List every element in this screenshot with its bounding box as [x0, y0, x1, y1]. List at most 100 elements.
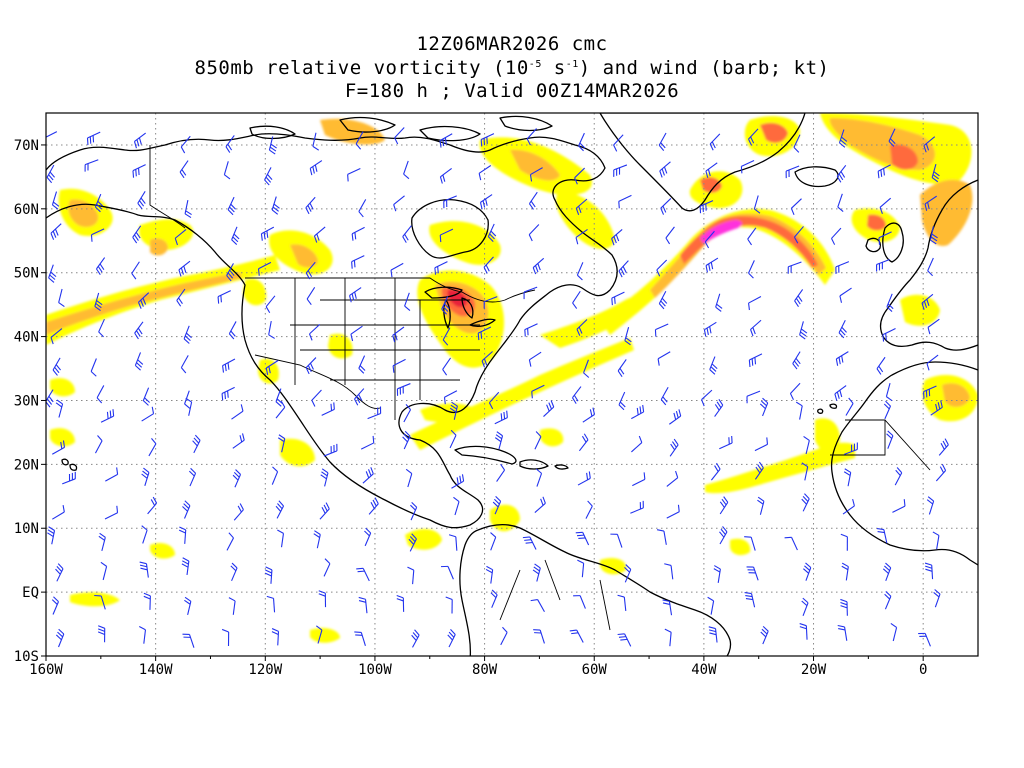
coast-greenland	[599, 113, 806, 212]
wind-barb	[141, 525, 148, 544]
wind-barb	[480, 133, 495, 147]
wind-barb	[313, 226, 326, 243]
lat-tick-label: 60N	[14, 202, 39, 218]
wind-barb	[630, 500, 644, 514]
wind-barb	[543, 400, 555, 417]
wind-barb	[323, 443, 338, 457]
title-exponent-2: -1	[565, 59, 579, 70]
wind-barb	[659, 161, 671, 178]
wind-barb	[715, 293, 723, 312]
vort-atlantic-diagonal	[410, 338, 634, 450]
wind-barb	[753, 195, 761, 214]
wind-barb	[834, 385, 847, 401]
wind-barb	[137, 292, 150, 309]
wind-barb	[55, 628, 65, 648]
wind-barb	[879, 197, 892, 215]
wind-barb	[402, 430, 411, 450]
lat-tick-label: EQ	[22, 585, 39, 601]
coast-north-america	[46, 133, 618, 529]
wind-barb	[760, 625, 769, 645]
plot-area	[46, 113, 978, 656]
wind-barb	[180, 135, 191, 154]
coast-arctic-islands	[249, 115, 553, 142]
wind-barb	[701, 389, 713, 407]
wind-barb	[699, 200, 714, 214]
wind-barb	[528, 224, 540, 242]
border-us-states	[290, 278, 480, 420]
wind-barb	[835, 261, 850, 274]
wind-barb	[402, 225, 412, 243]
wind-barb	[750, 319, 762, 337]
wind-barb	[178, 526, 187, 544]
wind-barb	[217, 290, 231, 304]
wind-barb	[528, 191, 538, 210]
wind-barb	[746, 566, 759, 581]
wind-barb	[533, 629, 545, 644]
wind-barb	[403, 403, 412, 423]
wind-barb	[839, 287, 852, 303]
lon-tick-label: 40W	[691, 662, 717, 678]
wind-barb	[410, 501, 418, 521]
wind-barb	[719, 526, 728, 545]
wind-barb	[490, 532, 497, 551]
wind-barb	[759, 397, 769, 417]
wind-barb	[182, 633, 195, 648]
wind-barb	[268, 320, 275, 339]
wind-barb	[275, 388, 283, 407]
wind-barb	[131, 261, 140, 280]
wind-barb	[321, 402, 335, 416]
wind-barb	[613, 134, 624, 152]
wind-barb	[662, 599, 673, 616]
wind-barb	[795, 401, 803, 420]
wind-barb	[921, 293, 934, 310]
lon-tick-label: 0	[919, 662, 927, 678]
wind-barb	[227, 196, 237, 216]
wind-barb	[439, 167, 452, 184]
wind-barb	[351, 255, 365, 269]
vort-greenland-north-core	[760, 122, 788, 143]
wind-barb	[180, 355, 189, 374]
wind-barb	[411, 629, 420, 648]
wind-barb	[885, 382, 893, 402]
wind-barb	[669, 438, 679, 457]
vort-british-isles-core	[867, 214, 886, 231]
wind-barb	[407, 566, 415, 585]
wind-barb	[182, 500, 191, 519]
wind-barb	[312, 132, 320, 151]
vorticity-shading	[46, 113, 978, 643]
lon-tick-label: 80W	[472, 662, 498, 678]
wind-barb	[396, 383, 411, 396]
coast-africa	[830, 361, 978, 566]
coast-hudson-bay	[411, 199, 489, 259]
wind-barb	[439, 133, 453, 148]
wind-barb	[575, 531, 590, 546]
wind-barb	[719, 496, 729, 515]
wind-barb	[664, 563, 674, 580]
wind-barb	[265, 295, 276, 314]
wind-barb	[705, 257, 719, 273]
wind-barb	[801, 462, 809, 481]
wind-barb	[793, 226, 804, 244]
wind-barb	[610, 533, 623, 548]
wind-barb	[572, 386, 582, 404]
map-title-line2: 850mb relative vorticity (10-5 s-1) and …	[0, 57, 1024, 79]
wind-barb	[183, 325, 192, 344]
wind-barb	[231, 226, 240, 245]
wind-barb	[522, 536, 537, 550]
title-unit: s	[541, 57, 566, 79]
wind-barb	[894, 467, 903, 486]
wind-barb	[656, 259, 668, 277]
wind-barb	[709, 133, 721, 151]
wind-barb	[46, 389, 54, 408]
wind-barb	[578, 433, 589, 452]
lat-tick-label: 20N	[14, 457, 39, 473]
wind-barb	[453, 496, 460, 516]
wind-barb	[485, 565, 494, 584]
vort-scandinavia-band	[920, 179, 973, 246]
wind-barb	[233, 503, 244, 521]
wind-barb	[494, 431, 504, 450]
wind-barb	[926, 496, 935, 515]
coast-cuba	[454, 445, 517, 465]
wind-barb	[488, 391, 500, 410]
wind-barb	[221, 386, 235, 401]
